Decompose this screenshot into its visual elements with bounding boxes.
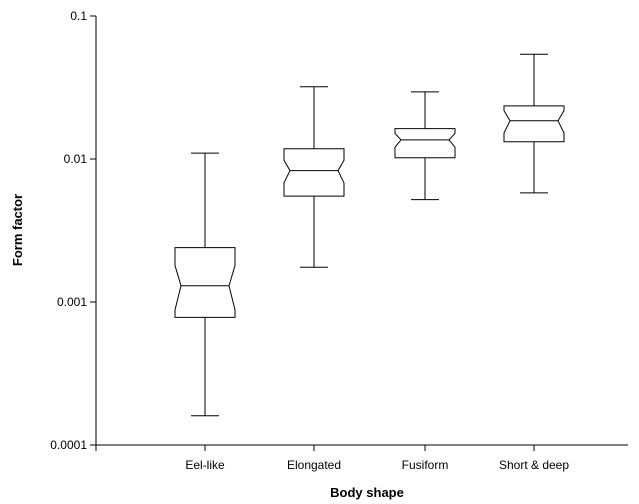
x-axis-title: Body shape <box>330 485 404 500</box>
box-elongated <box>283 86 345 268</box>
notched-box <box>394 128 456 159</box>
y-tick-label: 0.0001 <box>50 438 87 452</box>
box-eel-like <box>174 152 236 417</box>
y-ticks: 0.0001 0.001 0.01 0.1 <box>50 9 96 452</box>
x-ticks: Eel-like Elongated Fusiform Short & deep <box>95 445 569 472</box>
box-short-deep <box>503 53 565 194</box>
box-fusiform <box>394 91 456 201</box>
y-tick-label: 0.01 <box>64 152 88 166</box>
x-tick-label: Fusiform <box>402 458 449 472</box>
y-tick-label: 0.001 <box>57 295 87 309</box>
x-tick-label: Elongated <box>287 458 341 472</box>
notched-box <box>174 247 236 318</box>
notched-box <box>283 148 345 197</box>
y-axis-title: Form factor <box>10 194 25 266</box>
x-tick-label: Short & deep <box>499 458 569 472</box>
notched-box <box>503 105 565 143</box>
axes <box>95 16 628 446</box>
boxes <box>174 53 565 417</box>
x-tick-label: Eel-like <box>185 458 225 472</box>
y-tick-label: 0.1 <box>70 9 87 23</box>
